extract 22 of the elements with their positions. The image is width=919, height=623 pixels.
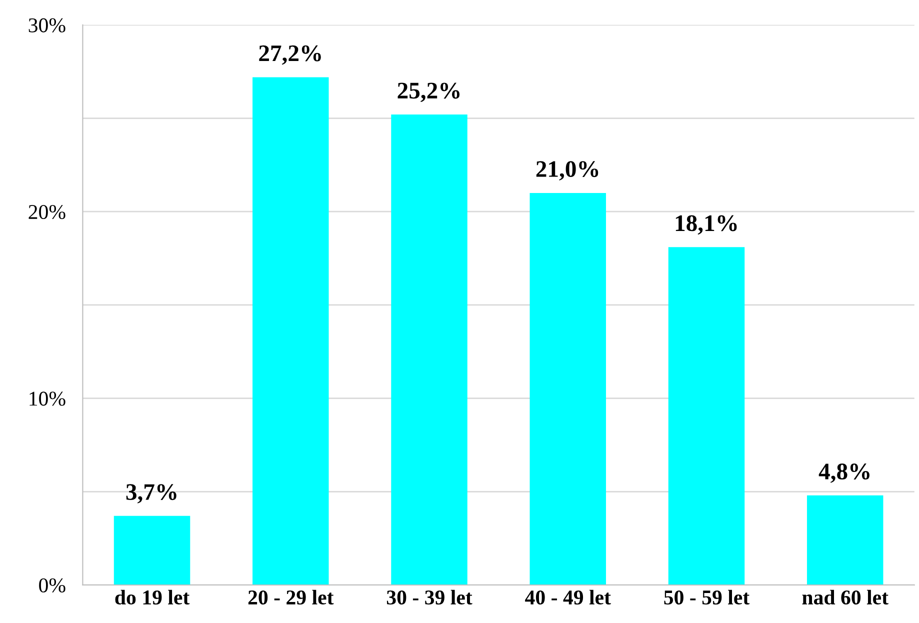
- bar: [668, 247, 745, 585]
- y-tick-label: 20%: [28, 204, 66, 220]
- bar: [391, 114, 468, 585]
- x-tick-label: 50 - 59 let: [664, 590, 750, 605]
- bar: [252, 77, 329, 585]
- y-tick-label: 0%: [39, 578, 66, 592]
- x-tick-label: do 19 let: [115, 590, 190, 605]
- data-label: 27,2%: [259, 45, 321, 65]
- x-tick-label: 20 - 29 let: [248, 590, 334, 605]
- data-label: 25,2%: [398, 82, 460, 102]
- x-tick-label: 30 - 39 let: [386, 590, 472, 605]
- bar: [530, 192, 606, 585]
- data-label: 4,8%: [818, 464, 870, 483]
- data-label: 3,7%: [126, 484, 176, 504]
- x-tick-label: 40 - 49 let: [525, 590, 611, 605]
- data-label: 18,1%: [676, 215, 737, 235]
- bar: [114, 516, 190, 585]
- y-tick-label: 10%: [30, 392, 66, 406]
- bar: [806, 495, 884, 585]
- data-label: 21,0%: [536, 161, 598, 180]
- y-tick-label: 30%: [28, 18, 66, 32]
- x-tick-label: nad 60 let: [802, 590, 888, 605]
